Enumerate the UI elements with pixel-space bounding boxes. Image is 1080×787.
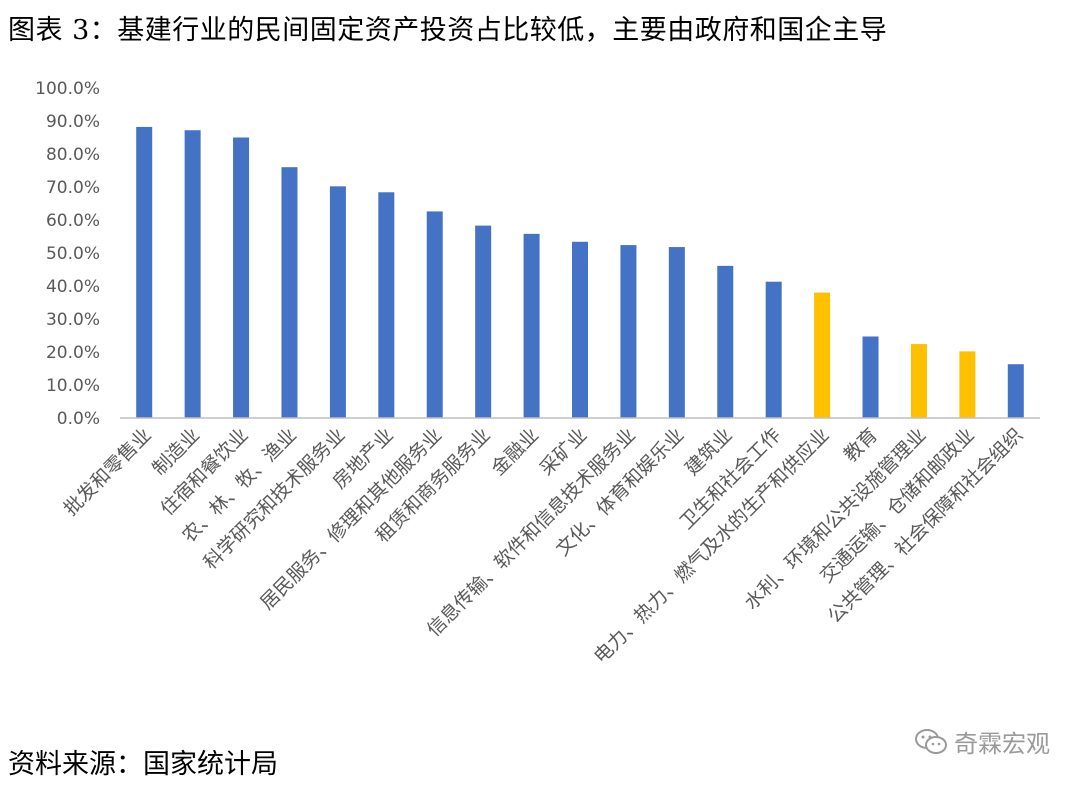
bar (862, 336, 879, 418)
watermark: 奇霖宏观 (914, 724, 1050, 759)
y-tick-label: 70.0% (46, 178, 100, 198)
bar (620, 245, 637, 418)
x-tick-label: 金融业 (487, 424, 543, 480)
y-tick-label: 30.0% (46, 310, 100, 330)
bar (475, 225, 492, 418)
bar (959, 351, 976, 418)
y-tick-label: 20.0% (46, 343, 100, 363)
bar (668, 247, 685, 418)
y-tick-label: 10.0% (46, 376, 100, 396)
bar (1007, 364, 1024, 418)
y-tick-label: 100.0% (35, 79, 100, 99)
y-tick-label: 50.0% (46, 244, 100, 264)
bar (910, 344, 927, 418)
page-title: 图表 3：基建行业的民间固定资产投资占比较低，主要由政府和国企主导 (8, 15, 888, 46)
wechat-icon (915, 728, 947, 754)
x-tick-label: 教育 (840, 424, 882, 466)
y-tick-label: 0.0% (57, 409, 100, 429)
bar (281, 167, 298, 418)
bar (765, 281, 782, 418)
x-tick-label: 批发和零售业 (60, 424, 156, 520)
y-tick-label: 90.0% (46, 112, 100, 132)
source-note: 资料来源：国家统计局 (8, 749, 278, 780)
bar (572, 241, 588, 418)
bar (136, 126, 153, 418)
watermark-text: 奇霖宏观 (954, 730, 1050, 758)
bar (233, 137, 250, 418)
y-tick-label: 60.0% (46, 211, 100, 231)
bar (523, 233, 540, 418)
y-tick-label: 40.0% (46, 277, 100, 297)
bar (814, 292, 831, 418)
y-tick-label: 80.0% (46, 145, 100, 165)
bar (184, 130, 201, 419)
bar (717, 265, 734, 418)
bar (426, 211, 443, 418)
bar (378, 192, 395, 418)
bar (329, 186, 346, 418)
